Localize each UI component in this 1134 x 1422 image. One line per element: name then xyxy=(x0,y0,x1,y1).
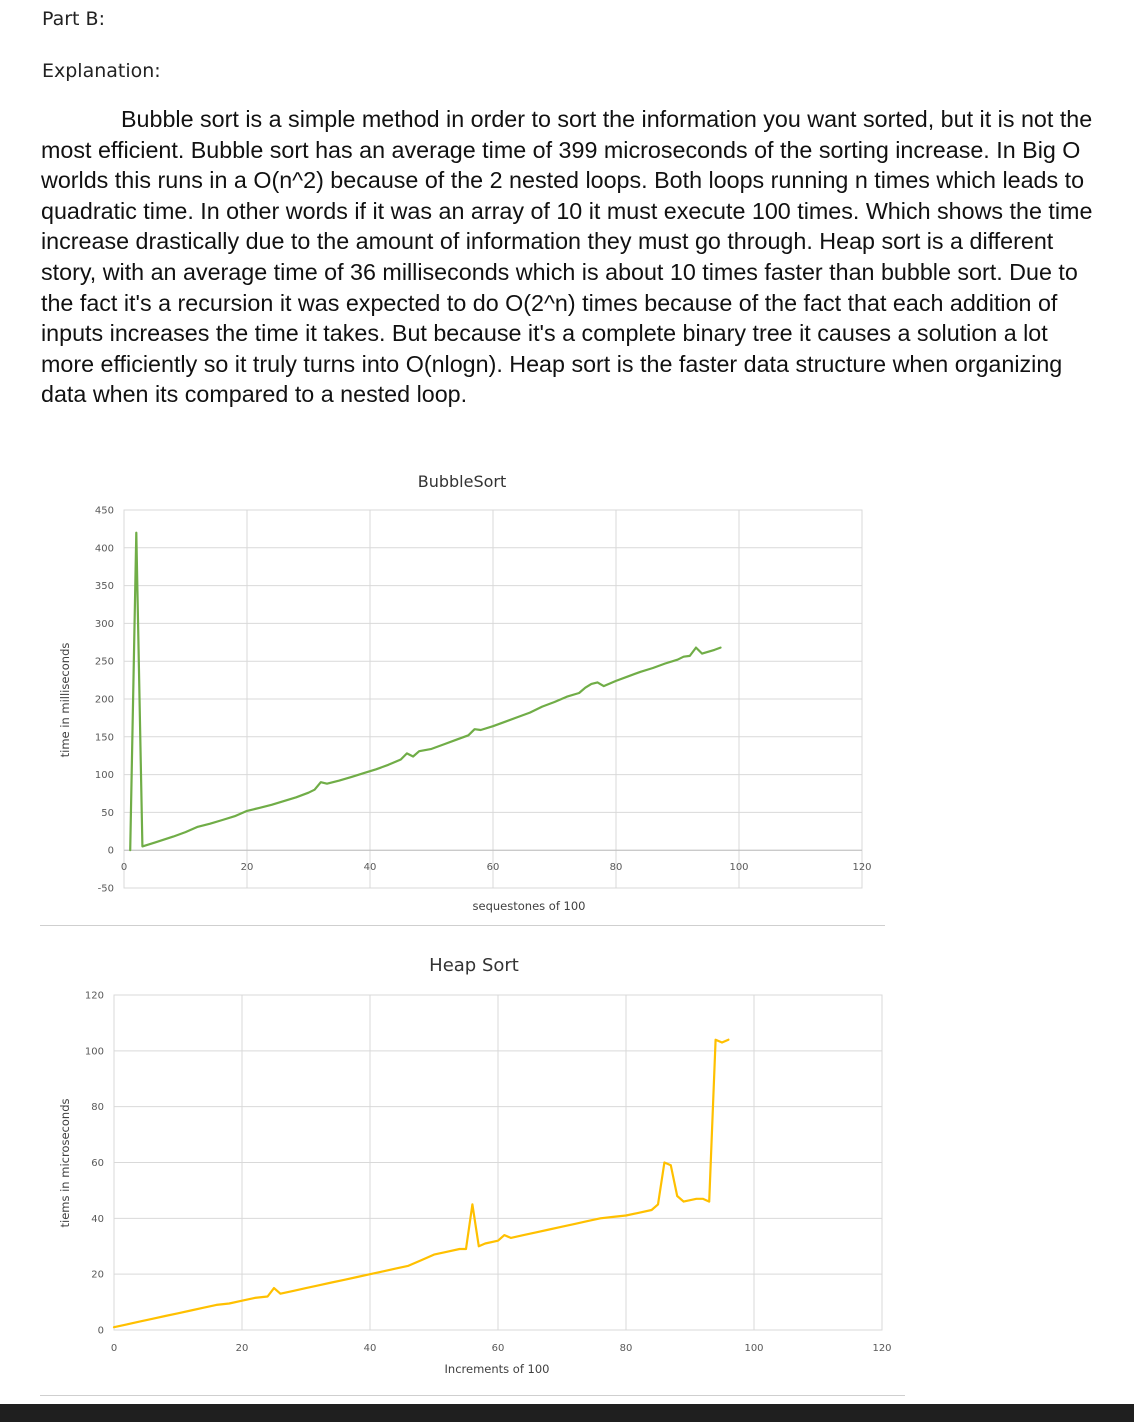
x-tick-label: 40 xyxy=(364,862,377,873)
x-tick-label: 20 xyxy=(236,1343,249,1354)
gridlines xyxy=(113,994,883,1331)
x-tick-labels: 0 20 40 60 80 100 120 xyxy=(121,862,872,873)
x-tick-label: 60 xyxy=(487,862,500,873)
x-tick-label: 100 xyxy=(729,862,748,873)
x-tick-label: 20 xyxy=(241,862,254,873)
y-tick-label: 300 xyxy=(95,619,114,630)
y-tick-label: 50 xyxy=(101,808,114,819)
y-axis-title: tiems in microseconds xyxy=(58,1098,72,1227)
y-tick-label: 250 xyxy=(95,657,114,668)
explanation-heading: Explanation: xyxy=(42,60,161,82)
y-tick-label: 150 xyxy=(95,732,114,743)
y-tick-label: 20 xyxy=(91,1270,104,1281)
y-tick-label: 120 xyxy=(85,991,104,1002)
series xyxy=(129,531,722,852)
x-tick-label: 120 xyxy=(852,862,871,873)
x-tick-label: 80 xyxy=(610,862,623,873)
chart-separator xyxy=(40,1395,905,1396)
y-tick-label: 40 xyxy=(91,1214,104,1225)
series xyxy=(112,1038,730,1329)
x-tick-label: 100 xyxy=(744,1343,763,1354)
series-line xyxy=(129,531,722,852)
y-tick-label: 0 xyxy=(108,846,114,857)
x-axis-title: sequestones of 100 xyxy=(473,899,586,913)
x-tick-label: 80 xyxy=(620,1343,633,1354)
chart-separator xyxy=(40,925,885,926)
y-tick-label: 60 xyxy=(91,1158,104,1169)
y-tick-labels: 0 20 40 60 80 100 120 xyxy=(85,991,104,1337)
heap-sort-chart: Heap Sort 0 20 40 60 80 100 120 0 20 40 60 80 100 12… xyxy=(58,955,892,1376)
bottom-bar xyxy=(0,1404,1134,1422)
x-axis-title: Increments of 100 xyxy=(445,1362,550,1376)
x-tick-label: 40 xyxy=(364,1343,377,1354)
chart-title: Heap Sort xyxy=(429,955,519,976)
y-tick-label: -50 xyxy=(98,884,114,895)
y-tick-label: 0 xyxy=(98,1326,104,1337)
y-axis-title: time in milliseconds xyxy=(58,643,72,758)
x-tick-label: 120 xyxy=(872,1343,891,1354)
series-line xyxy=(112,1038,730,1329)
gridlines xyxy=(123,509,863,889)
x-tick-label: 0 xyxy=(111,1343,117,1354)
y-tick-label: 100 xyxy=(85,1046,104,1057)
y-tick-label: 200 xyxy=(95,695,114,706)
y-tick-label: 350 xyxy=(95,581,114,592)
chart-title: BubbleSort xyxy=(418,472,507,491)
x-tick-label: 0 xyxy=(121,862,127,873)
part-heading: Part B: xyxy=(42,8,105,30)
x-tick-label: 60 xyxy=(492,1343,505,1354)
y-tick-label: 100 xyxy=(95,770,114,781)
y-tick-label: 400 xyxy=(95,543,114,554)
bubble-sort-chart: BubbleSort -5005010015020025030035040045… xyxy=(58,472,872,913)
y-tick-labels: -50 0 50 100 150 200 250 300 350 400 450 xyxy=(95,506,114,895)
x-tick-labels: 0 20 40 60 80 100 120 xyxy=(111,1343,892,1354)
explanation-paragraph: Bubble sort is a simple method in order … xyxy=(41,106,1093,408)
y-tick-label: 80 xyxy=(91,1102,104,1113)
y-tick-label: 450 xyxy=(95,506,114,517)
